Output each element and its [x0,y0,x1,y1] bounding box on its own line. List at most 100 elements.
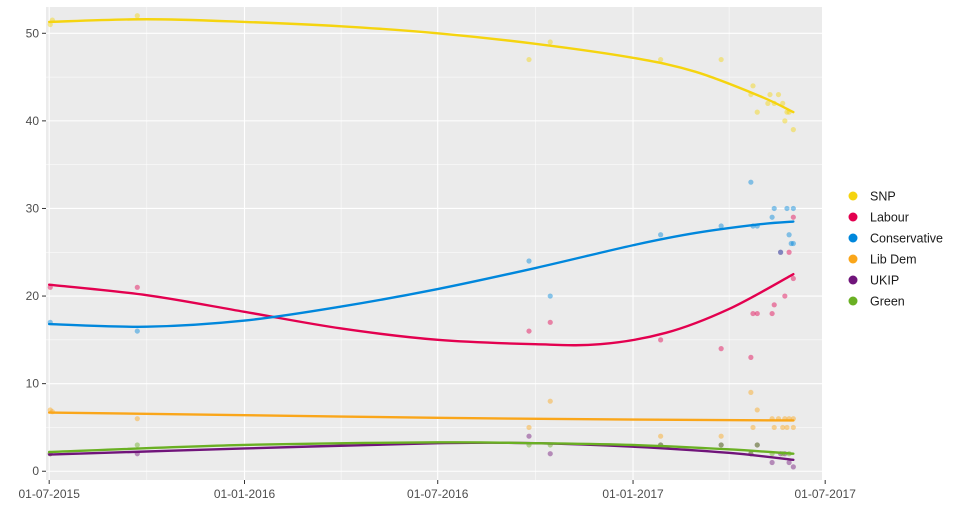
conservative-point [788,240,794,247]
snp-trend-line [47,18,795,114]
major-gridlines [46,7,826,480]
labour-point [782,293,788,299]
snp-point [790,127,796,133]
labour-point [771,302,777,308]
snp-point [775,91,782,98]
legend-label-ukip: UKIP [870,274,899,288]
snp-point [780,100,786,106]
legend-key-snp [848,191,858,201]
x-tick-label: 01-07-2015 [18,487,80,501]
lib-dem-point [750,424,756,431]
legend-label-green: Green [870,295,905,309]
labour-point [526,328,532,334]
ukip-point [790,464,796,470]
conservative-point [748,179,754,185]
lib-dem-point [784,424,790,431]
legend-label-snp: SNP [870,190,896,204]
ukip-point [754,442,760,448]
labour-point [754,310,760,317]
lib-dem-point [134,416,140,422]
conservative-point [777,249,784,255]
legend-key-lib-dem [848,254,858,264]
labour-point [750,310,756,317]
legend-key-ukip [848,275,858,285]
snp-point [718,56,724,63]
labour-point [547,319,553,325]
ukip-point [769,459,775,466]
x-tick-label: 01-07-2017 [794,487,856,501]
green-point [754,442,760,448]
labour-point [790,214,796,220]
legend-key-conservative [848,233,858,243]
y-tick-label: 10 [26,377,40,391]
snp-point [765,100,771,106]
snp-point [47,21,53,28]
conservative-point [790,205,796,212]
labour-trend-line [47,272,795,347]
x-tick-label: 01-01-2017 [602,487,664,501]
snp-point [134,13,140,19]
conservative-trend-line [47,220,795,328]
ukip-point [718,442,724,448]
lib-dem-point [771,424,777,431]
labour-point [769,310,775,317]
conservative-point [526,258,532,264]
labour-point [134,284,140,290]
labour-point [748,354,754,360]
conservative-point [769,214,775,220]
legend: SNP Labour Conservative Lib Dem UKIP Green [848,190,943,309]
minor-gridlines [46,7,822,480]
plot-panel [46,7,822,480]
conservative-point [790,240,796,247]
axes: 0 10 20 30 40 50 01-07-2015 01-01-2016 01-07-201… [18,26,856,501]
lib-dem-trend-line [47,411,795,422]
snp-point [782,118,788,124]
conservative-point [718,223,724,229]
y-tick-label: 40 [26,114,40,128]
lib-dem-point [547,398,553,404]
lib-dem-point [658,433,664,439]
ukip-point [547,451,553,457]
trend-lines [47,18,795,462]
y-tick-label: 0 [32,464,39,478]
x-tick-label: 01-07-2016 [407,487,469,501]
labour-point [777,249,784,255]
snp-point [750,83,756,89]
lib-dem-point [47,407,53,413]
conservative-point [771,205,777,212]
y-tick-label: 20 [26,289,40,303]
y-tick-label: 30 [26,201,40,215]
snp-point [767,91,773,98]
legend-label-labour: Labour [870,211,909,225]
snp-point [754,109,760,115]
legend-key-labour [848,212,858,222]
lib-dem-point [754,407,760,413]
labour-point [718,346,724,352]
ukip-point [526,433,532,439]
conservative-point [658,232,664,238]
x-tick-label: 01-01-2016 [214,487,276,501]
ukip-point [786,459,792,466]
green-point [718,442,724,448]
legend-label-conservative: Conservative [870,232,943,246]
legend-label-lib-dem: Lib Dem [870,253,917,267]
legend-key-green [848,296,858,306]
snp-point [526,56,532,63]
conservative-point [784,205,790,212]
lib-dem-point [718,433,724,439]
lib-dem-point [780,424,786,431]
snp-point [658,56,664,63]
snp-point [547,39,553,45]
green-point [134,442,140,448]
labour-point [658,337,664,343]
labour-point [786,249,792,255]
conservative-point [134,328,140,334]
conservative-point [786,232,792,238]
y-tick-label: 50 [26,26,40,40]
green-trend-line [47,441,795,455]
lib-dem-point [748,389,754,396]
conservative-point [547,293,553,299]
lib-dem-point [790,424,796,431]
